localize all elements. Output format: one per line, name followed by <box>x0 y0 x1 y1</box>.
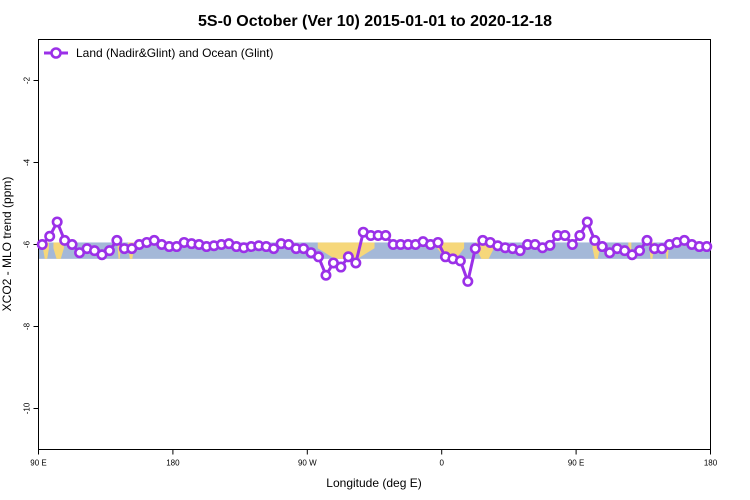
y-axis-label: XCO2 - MLO trend (ppm) <box>0 177 14 312</box>
data-point <box>462 275 474 287</box>
data-point <box>596 241 608 253</box>
y-tick-label: -8 <box>23 322 32 330</box>
data-point <box>36 239 48 251</box>
data-point <box>335 261 347 273</box>
data-point <box>589 234 601 246</box>
series-layer <box>36 216 713 287</box>
y-tick-label: -2 <box>23 76 32 84</box>
x-tick-label: 180 <box>704 459 718 468</box>
chart-title: 5S-0 October (Ver 10) 2015-01-01 to 2020… <box>198 13 552 30</box>
legend-marker <box>50 47 62 59</box>
x-tick-label: 180 <box>166 459 180 468</box>
data-point <box>469 243 481 255</box>
x-tick-label: 0 <box>439 459 444 468</box>
data-point <box>432 236 444 248</box>
x-axis: 90 E 180 90 W 0 90 E 180 <box>30 449 718 468</box>
data-point <box>559 229 571 241</box>
data-point <box>44 230 56 242</box>
data-point <box>574 229 586 241</box>
x-tick-label: 90 E <box>568 459 584 468</box>
legend: Land (Nadir&Glint) and Ocean (Glint) <box>44 46 273 60</box>
data-point <box>701 241 713 253</box>
land-band-segment <box>53 242 64 259</box>
data-point <box>581 216 593 228</box>
data-point <box>454 255 466 267</box>
data-point <box>641 234 653 246</box>
data-point <box>380 229 392 241</box>
data-point <box>350 257 362 269</box>
y-tick-label: -10 <box>23 402 32 414</box>
data-point <box>103 245 115 257</box>
data-point <box>320 269 332 281</box>
data-point <box>514 245 526 257</box>
y-tick-label: -4 <box>23 158 32 166</box>
data-point <box>544 239 556 251</box>
data-point <box>51 216 63 228</box>
x-tick-label: 90 E <box>30 459 46 468</box>
data-point <box>566 239 578 251</box>
y-axis: -2 -4 -6 -8 -10 <box>23 76 39 414</box>
y-tick-label: -6 <box>23 240 32 248</box>
x-axis-label: Longitude (deg E) <box>326 476 421 490</box>
data-point <box>66 239 78 251</box>
data-point <box>268 243 280 255</box>
data-point <box>111 234 123 246</box>
data-point <box>342 251 354 263</box>
data-point <box>634 245 646 257</box>
data-point <box>312 251 324 263</box>
x-tick-label: 90 W <box>298 459 317 468</box>
legend-entry: Land (Nadir&Glint) and Ocean (Glint) <box>76 46 273 60</box>
